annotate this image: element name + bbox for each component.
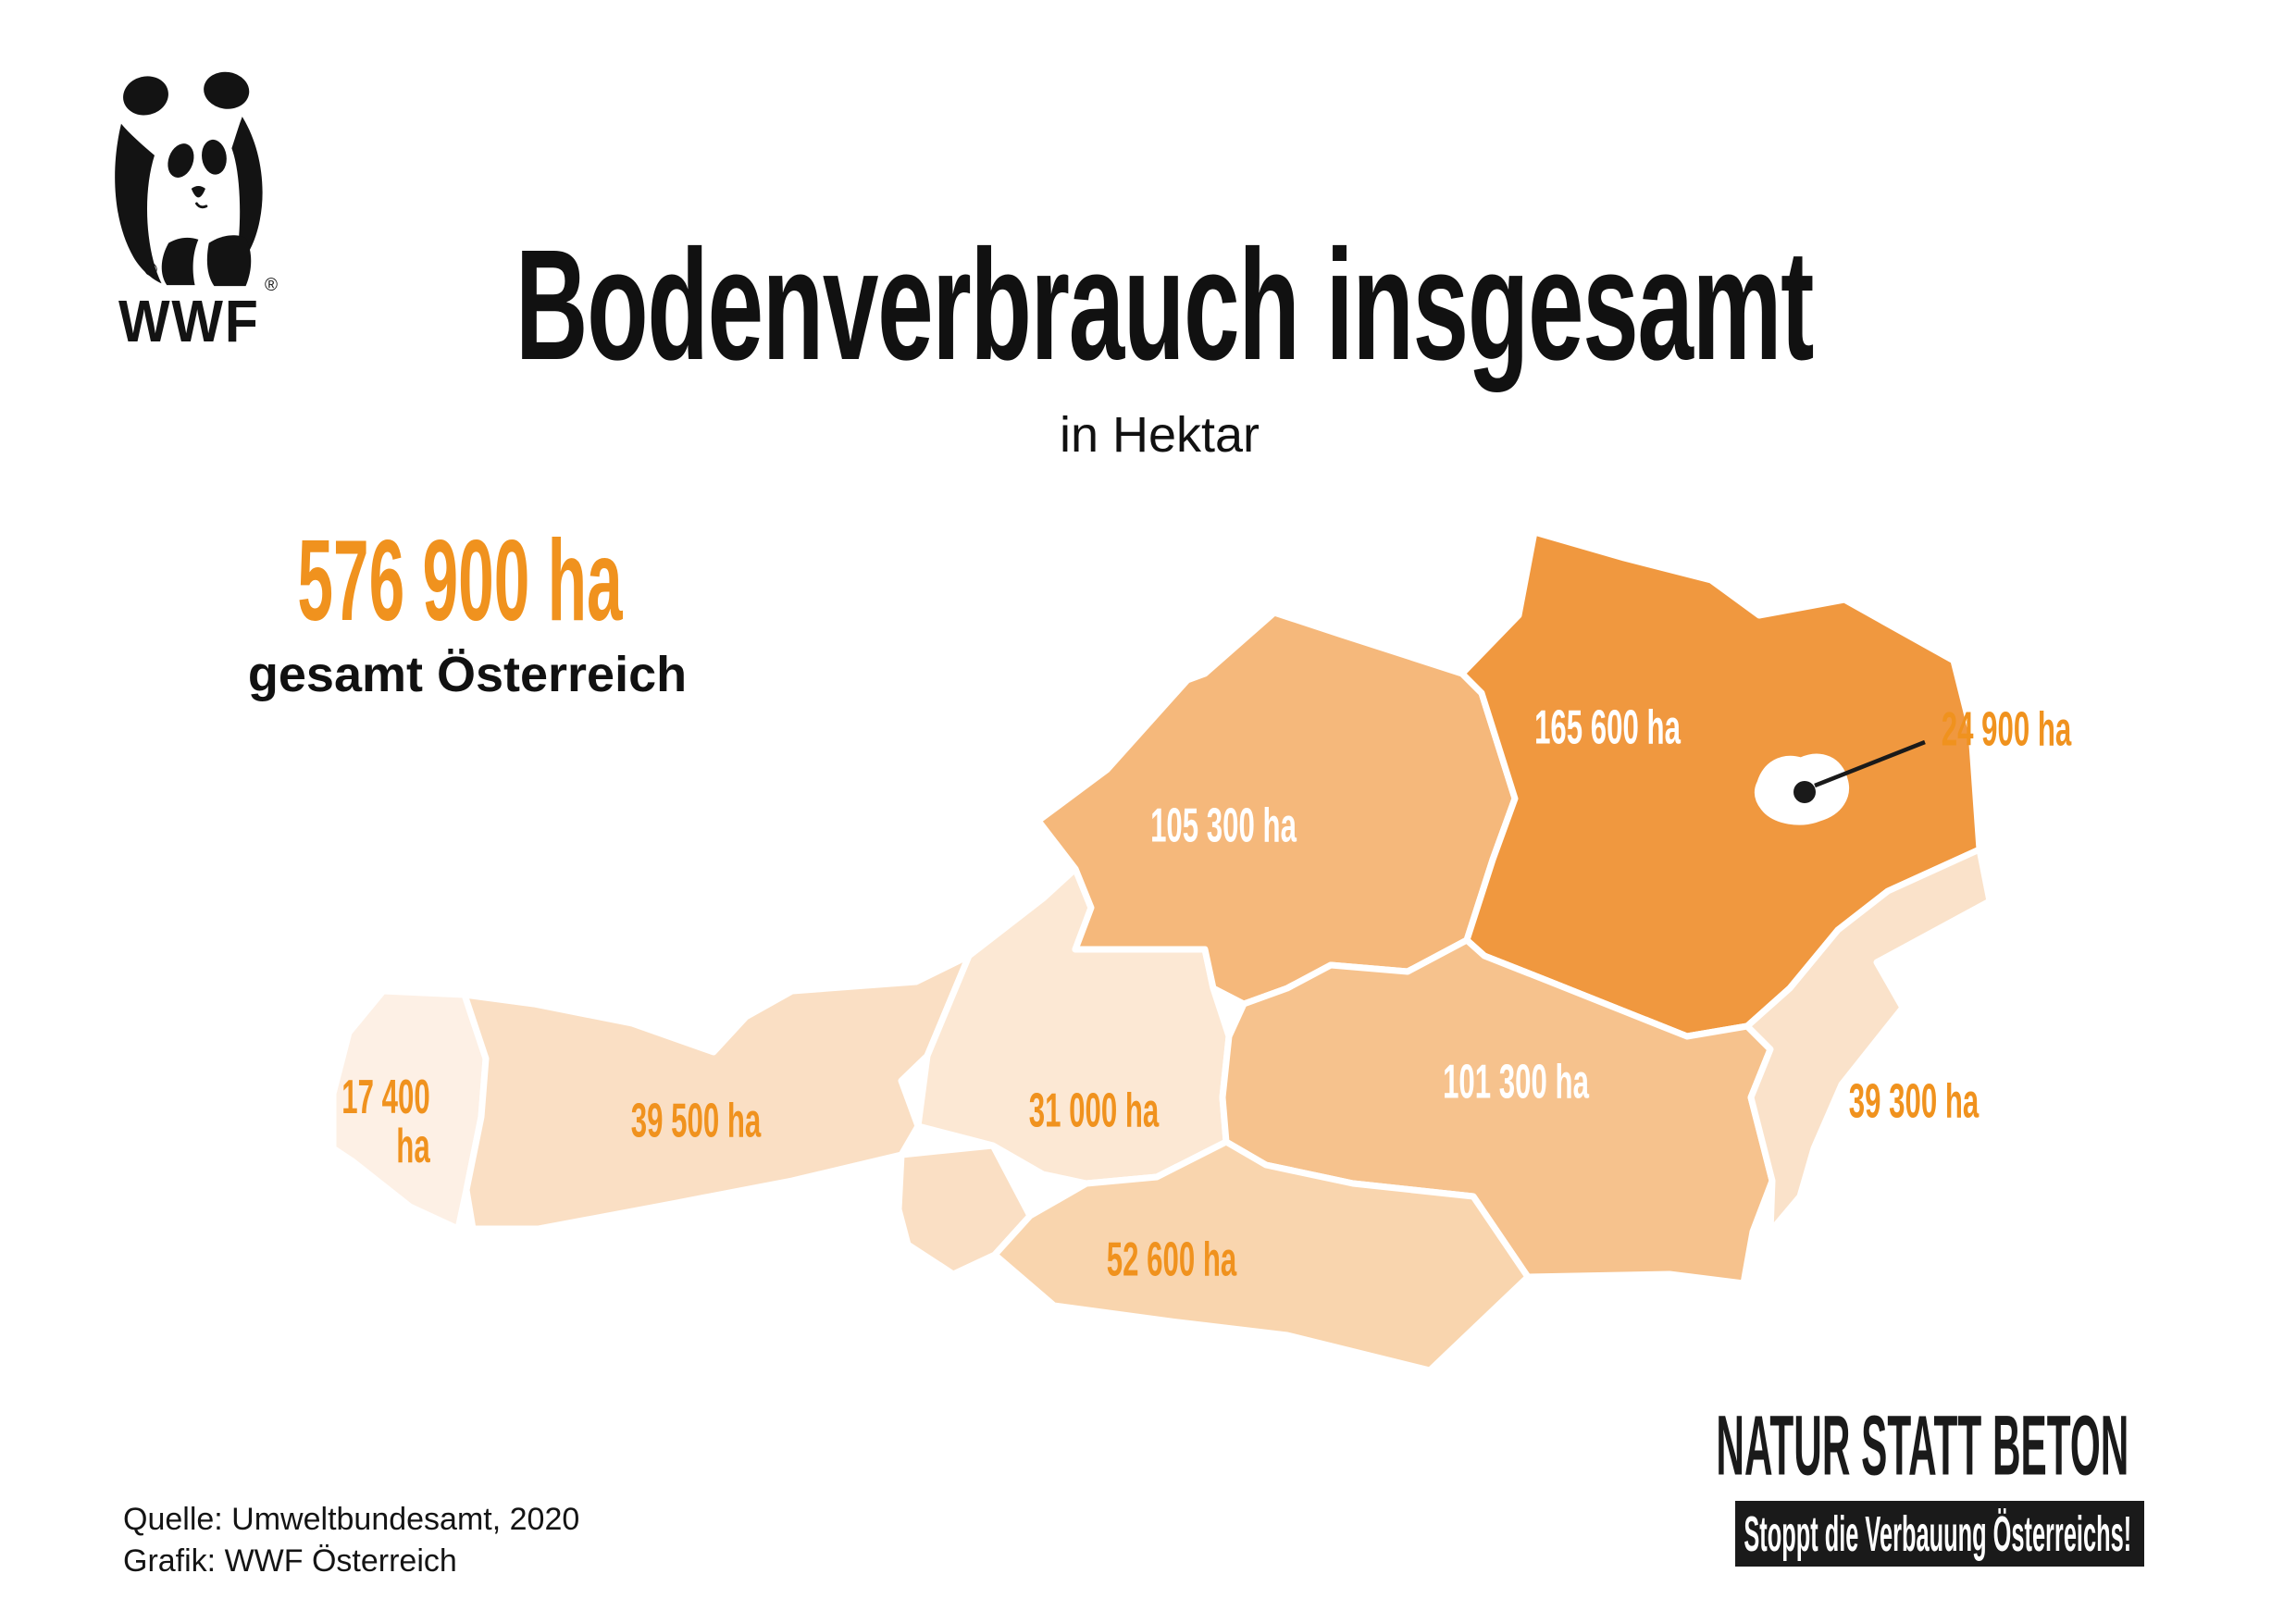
page-subtitle: in Hektar bbox=[1059, 407, 1260, 463]
source-line-1: Quelle: Umweltbundesamt, 2020 bbox=[123, 1502, 580, 1537]
campaign-subline: Stoppt die Verbauung Österreichs! bbox=[1744, 1505, 2131, 1562]
region-label-vorarlberg: 17 400 ha bbox=[341, 1070, 430, 1173]
wwf-logo: © ® WWF bbox=[93, 56, 333, 361]
region-label-kaernten: 52 600 ha bbox=[1106, 1233, 1237, 1287]
region-label-oberoesterreich: 105 300 ha bbox=[1150, 799, 1297, 853]
wien-dot bbox=[1793, 781, 1816, 803]
total-value: 576 900 ha bbox=[297, 517, 623, 645]
region-kaernten bbox=[991, 1138, 1532, 1374]
region-label-burgenland: 39 300 ha bbox=[1848, 1074, 1980, 1129]
registered-symbol: ® bbox=[265, 276, 278, 295]
wien-callout-line bbox=[1814, 739, 1926, 788]
region-burgenland bbox=[1744, 846, 1993, 1235]
region-label-tirol: 39 500 ha bbox=[630, 1094, 762, 1148]
source-note: Quelle: Umweltbundesamt, 2020 Grafik: WW… bbox=[123, 1499, 579, 1582]
region-label-salzburg: 31 000 ha bbox=[1028, 1084, 1160, 1138]
total-label: gesamt Österreich bbox=[247, 647, 688, 702]
region-tirol bbox=[461, 952, 973, 1233]
page-title: Bodenverbrauch insgesamt bbox=[515, 217, 1815, 393]
source-line-2: Grafik: WWF Österreich bbox=[123, 1542, 457, 1579]
campaign-banner: Stoppt die Verbauung Österreichs! bbox=[1735, 1501, 2144, 1567]
wwf-wordmark: WWF bbox=[118, 288, 260, 354]
region-label-steiermark: 101 300 ha bbox=[1443, 1055, 1589, 1109]
region-niederoesterreich bbox=[1458, 528, 1983, 1040]
copyright-symbol: © bbox=[144, 261, 157, 280]
region-label-niederoesterreich: 165 600 ha bbox=[1534, 700, 1681, 755]
region-label-wien: 24 900 ha bbox=[1941, 702, 2072, 757]
panda-icon bbox=[115, 71, 263, 287]
region-osttirol bbox=[895, 1142, 1034, 1278]
campaign-headline: NATUR STATT BETON bbox=[1716, 1398, 2128, 1493]
